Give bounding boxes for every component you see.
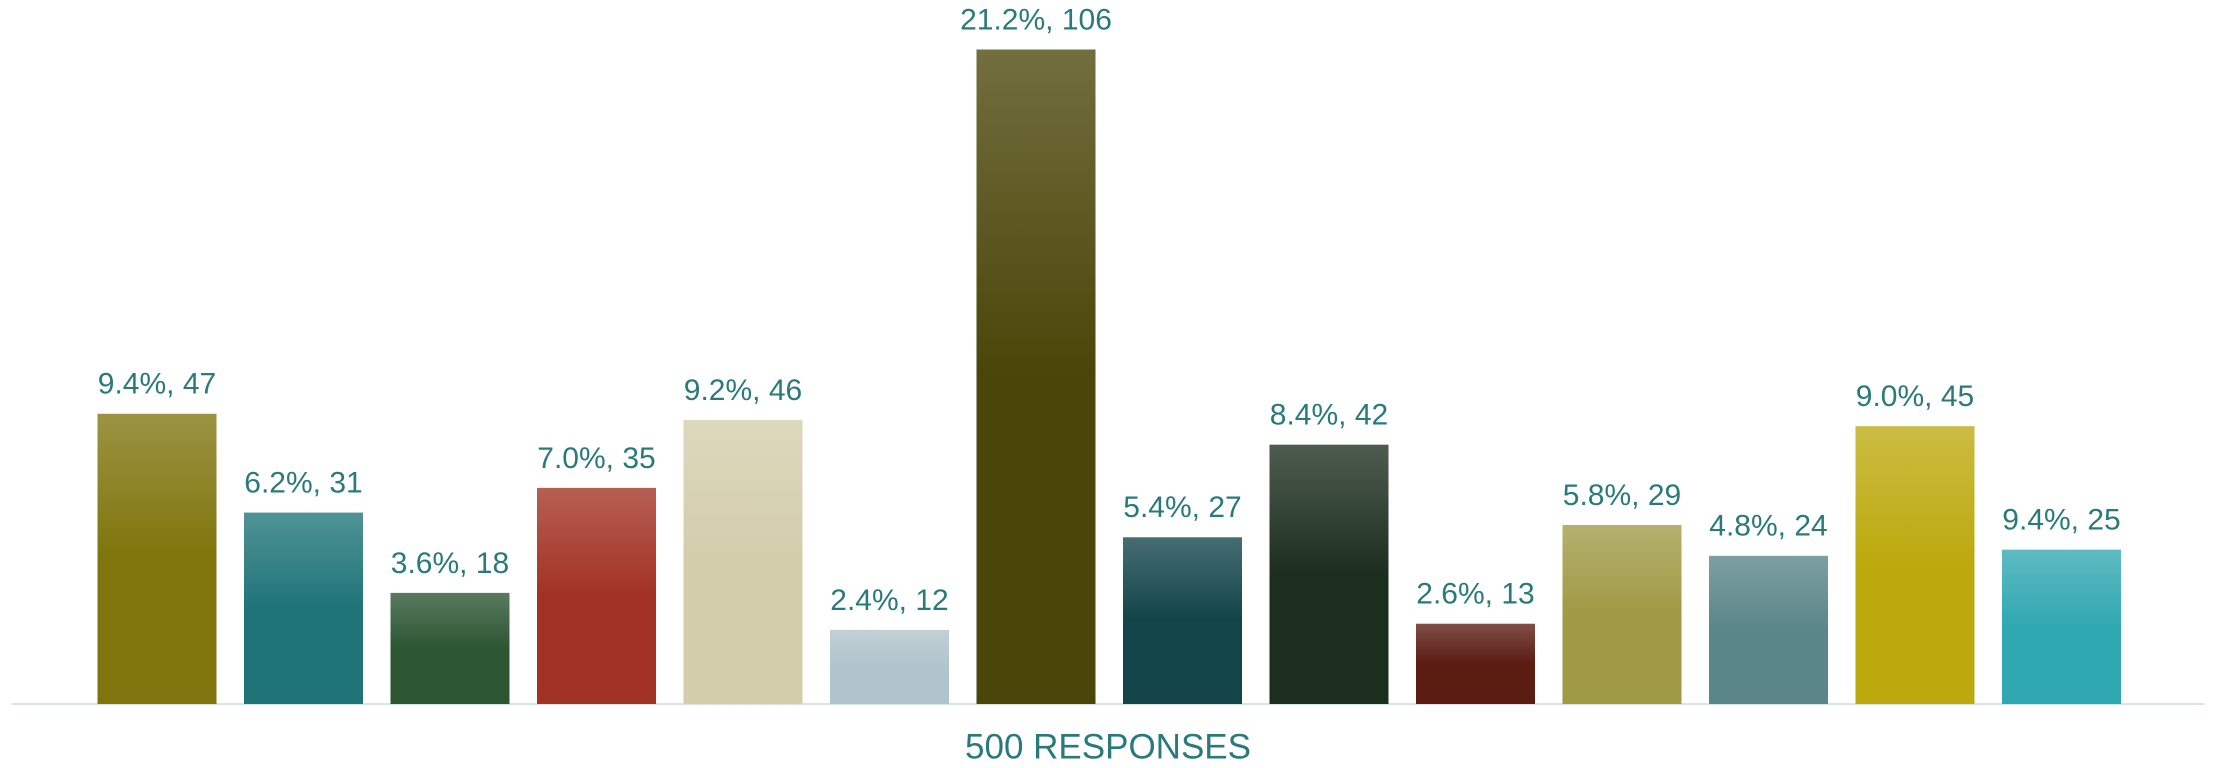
value-label: 21.2%, 106 <box>960 3 1112 36</box>
bar <box>537 487 656 704</box>
bar <box>1123 537 1242 704</box>
value-label: 8.4%, 42 <box>1270 399 1388 432</box>
value-label: 9.4%, 25 <box>2002 504 2120 537</box>
value-label: 9.0%, 45 <box>1856 380 1974 413</box>
value-label: 9.4%, 47 <box>98 368 216 401</box>
x-axis-label: 500 RESPONSES <box>965 727 1251 766</box>
value-label: 2.4%, 12 <box>830 584 948 617</box>
bar <box>830 629 949 704</box>
bar <box>1855 426 1975 704</box>
bar <box>2002 549 2121 704</box>
bar <box>1416 623 1535 704</box>
value-label: 3.6%, 18 <box>391 547 509 580</box>
bar <box>683 419 803 704</box>
value-label: 2.6%, 13 <box>1416 578 1534 611</box>
bar <box>390 592 510 704</box>
bar <box>1562 524 1682 704</box>
value-label: 9.2%, 46 <box>684 374 802 407</box>
value-label: 5.4%, 27 <box>1123 491 1241 524</box>
bar <box>1269 444 1389 704</box>
bar <box>976 49 1096 704</box>
bar <box>244 512 363 704</box>
value-label: 7.0%, 35 <box>537 442 655 475</box>
value-label: 4.8%, 24 <box>1709 510 1827 543</box>
bar <box>97 413 217 704</box>
value-label: 5.8%, 29 <box>1563 479 1681 512</box>
value-label: 6.2%, 31 <box>244 467 362 500</box>
bar <box>1709 555 1828 704</box>
